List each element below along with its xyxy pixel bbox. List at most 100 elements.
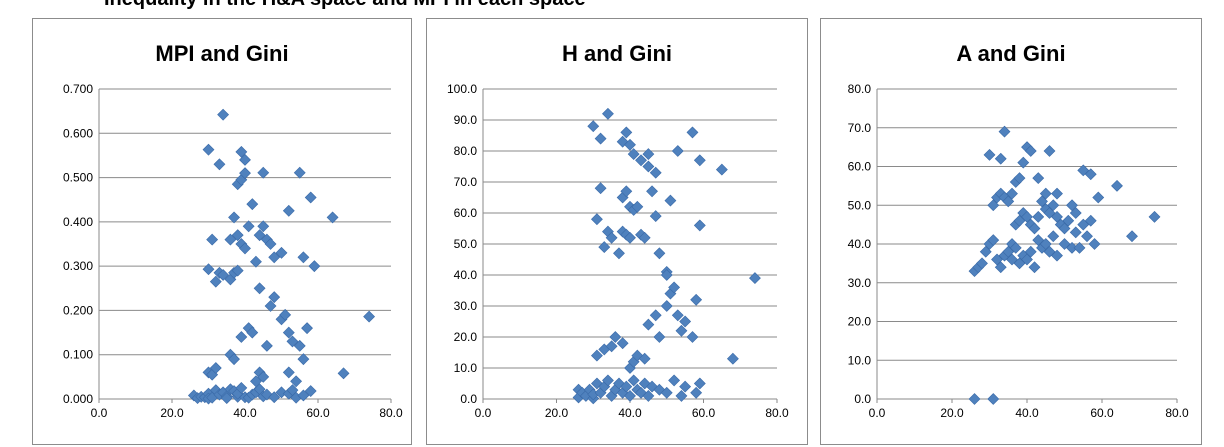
scatter-point — [275, 386, 288, 399]
y-tick-label: 0.000 — [63, 392, 93, 406]
x-tick-label: 80.0 — [379, 406, 403, 420]
x-tick-label: 60.0 — [306, 406, 330, 420]
chart-mpi-gini: MPI and Gini 0.000 0.100 0.200 0.300 0.400 0.5… — [63, 41, 403, 420]
scatter-point — [638, 352, 651, 365]
scatter-point — [220, 392, 233, 405]
chart-h-gini: H and Gini 0.0 10.0 20.0 30.0 40.0 50.0 60.0 70.… — [447, 41, 789, 420]
scatter-point — [1009, 241, 1022, 254]
scatter-point — [1058, 222, 1071, 235]
y-tick-label: 0.700 — [63, 82, 93, 96]
scatter-point — [994, 152, 1007, 165]
scatter-point — [994, 261, 1007, 274]
scatter-point — [635, 154, 647, 167]
scatter-point — [257, 220, 270, 233]
scatter-point — [282, 204, 295, 217]
scatter-point — [326, 211, 339, 224]
scatter-point — [1021, 210, 1033, 223]
scatter-point — [253, 282, 266, 295]
scatter-point — [1047, 230, 1060, 243]
scatter-point — [690, 386, 703, 399]
scatter-point — [1039, 238, 1052, 250]
scatter-point — [257, 166, 270, 179]
y-tick-label: 90.0 — [454, 113, 478, 127]
scatter-point — [209, 362, 222, 374]
page-header-title: Inequality in the H&A space and MPI in e… — [104, 0, 586, 11]
x-tick-label: 0.0 — [475, 406, 492, 420]
y-tick-label: 60.0 — [848, 160, 872, 174]
scatter-point — [228, 353, 240, 366]
y-tick-label: 70.0 — [454, 175, 478, 189]
scatter-point — [642, 318, 655, 331]
scatter-point — [627, 374, 640, 387]
scatter-point — [250, 255, 262, 268]
scatter-point — [363, 310, 376, 323]
scatter-point — [616, 337, 629, 350]
scatter-point — [675, 389, 688, 402]
scatter-point — [337, 367, 350, 380]
scatter-point — [202, 263, 215, 276]
scatter-point — [693, 154, 706, 167]
scatter-point — [660, 386, 673, 399]
scatter-point — [1081, 230, 1093, 243]
x-tick-label: 40.0 — [233, 406, 257, 420]
scatter-point — [1032, 210, 1045, 223]
scatter-point — [268, 251, 281, 264]
scatter-point — [1006, 187, 1018, 200]
scatter-point — [293, 339, 306, 352]
scatter-point — [1036, 195, 1048, 208]
scatter-point — [297, 353, 310, 366]
scatter-point — [1092, 191, 1105, 204]
scatter-point — [653, 331, 666, 343]
y-tick-label: 80.0 — [848, 82, 872, 96]
scatter-point — [246, 326, 259, 339]
scatter-point — [979, 245, 992, 258]
scatter-point — [1032, 172, 1045, 185]
scatter-point — [602, 374, 614, 387]
scatter-point — [660, 269, 673, 281]
scatter-point — [693, 377, 706, 390]
y-tick-label: 0.600 — [63, 126, 93, 140]
scatter-point — [671, 145, 684, 157]
y-tick-label: 30.0 — [848, 276, 872, 290]
scatter-point — [594, 132, 607, 145]
scatter-point — [679, 380, 692, 393]
y-tick-label: 50.0 — [848, 198, 872, 212]
scatter-point — [1069, 207, 1082, 219]
scatter-point — [224, 233, 237, 246]
x-tick-label: 60.0 — [692, 406, 716, 420]
scatter-point — [264, 238, 277, 250]
scatter-point — [675, 324, 688, 337]
scatter-point — [591, 213, 603, 226]
scatter-point — [206, 233, 219, 246]
x-tick-label: 40.0 — [618, 406, 642, 420]
scatter-point — [304, 191, 317, 204]
scatter-point — [268, 391, 281, 404]
y-tick-label: 20.0 — [454, 330, 478, 344]
scatter-point — [987, 199, 1000, 212]
scatter-point — [1084, 168, 1097, 181]
scatter-point — [649, 210, 662, 223]
x-tick-label: 60.0 — [1090, 406, 1114, 420]
scatter-point — [620, 380, 633, 393]
y-tick-label: 100.0 — [447, 82, 477, 96]
scatter-point — [594, 182, 607, 195]
scatter-point — [1039, 187, 1052, 200]
y-tick-label: 0.0 — [854, 392, 871, 406]
chart-panel-mpi: MPI and Gini 0.000 0.100 0.200 0.300 0.400 0.5… — [32, 18, 412, 445]
x-tick-label: 40.0 — [1015, 406, 1039, 420]
scatter-point — [264, 300, 277, 312]
scatter-point — [998, 125, 1011, 138]
y-tick-label: 10.0 — [454, 361, 478, 375]
scatter-point — [268, 291, 281, 304]
scatter-point — [235, 382, 248, 394]
scatter-point — [749, 272, 761, 285]
scatter-point — [235, 145, 248, 158]
scatter-point — [1051, 210, 1063, 223]
scatter-point — [217, 269, 230, 281]
scatter-point — [693, 219, 706, 232]
scatter-point — [1051, 187, 1063, 200]
scatter-point — [664, 194, 677, 207]
chart-panel-h: H and Gini 0.0 10.0 20.0 30.0 40.0 50.0 60.0 70.… — [426, 18, 808, 445]
y-tick-label: 40.0 — [454, 268, 478, 282]
scatter-point — [1069, 226, 1082, 239]
